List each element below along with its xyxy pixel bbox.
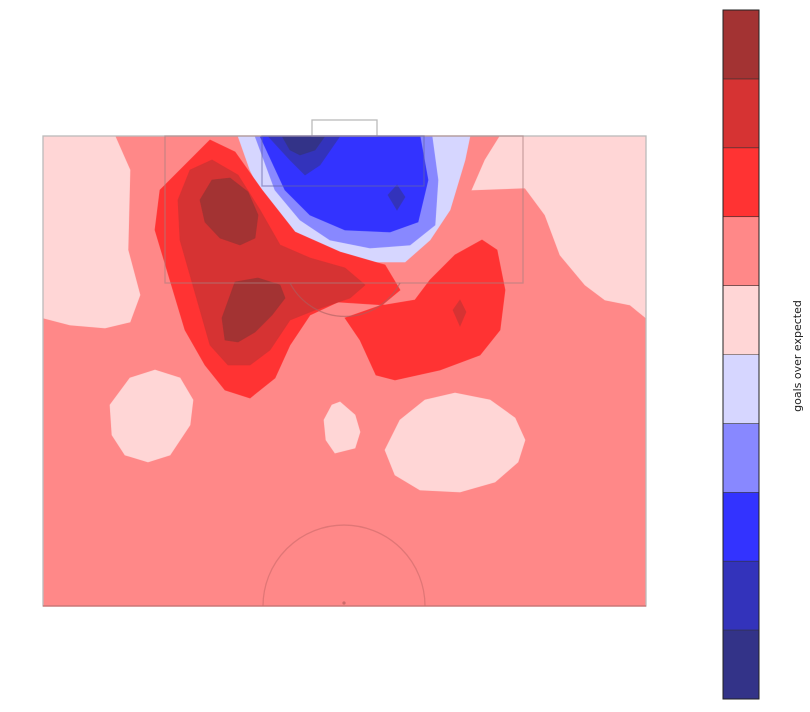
colorbar-level-2 (723, 492, 759, 562)
colorbar-frame (722, 9, 760, 700)
mid-center-light (323, 401, 361, 454)
center-spot (342, 601, 346, 605)
colorbar-label: goals over expected (791, 300, 804, 412)
colorbar-level-4 (723, 354, 759, 424)
colorbar-level-9 (723, 10, 759, 80)
left-box-darkest-lower (221, 277, 286, 343)
six-yard-box (261, 135, 425, 187)
colorbar-level-6 (723, 216, 759, 286)
near-post-blue-darkest (281, 136, 326, 156)
right-flank-light (471, 136, 646, 319)
left-box-darkest (199, 177, 259, 246)
near-post-blue-dark-small (387, 184, 406, 211)
center-circle (262, 524, 426, 607)
penalty-arc (289, 282, 401, 317)
colorbar-level-0 (723, 630, 759, 700)
goal (311, 119, 378, 137)
colorbar (723, 10, 759, 700)
colorbar-level-5 (723, 285, 759, 355)
contour-regions (43, 136, 646, 493)
pitch (43, 136, 646, 606)
colorbar-level-8 (723, 78, 759, 149)
colorbar-level-7 (723, 147, 759, 218)
near-post-blue-dark (267, 136, 341, 176)
mid-right-light (384, 392, 526, 493)
colorbar-level-1 (723, 561, 759, 631)
pitch-markings (42, 119, 647, 607)
right-box-dark-speck (452, 299, 467, 328)
left-flank-light (43, 136, 141, 329)
mid-left-light (109, 369, 194, 463)
colorbar-level-3 (723, 423, 759, 493)
